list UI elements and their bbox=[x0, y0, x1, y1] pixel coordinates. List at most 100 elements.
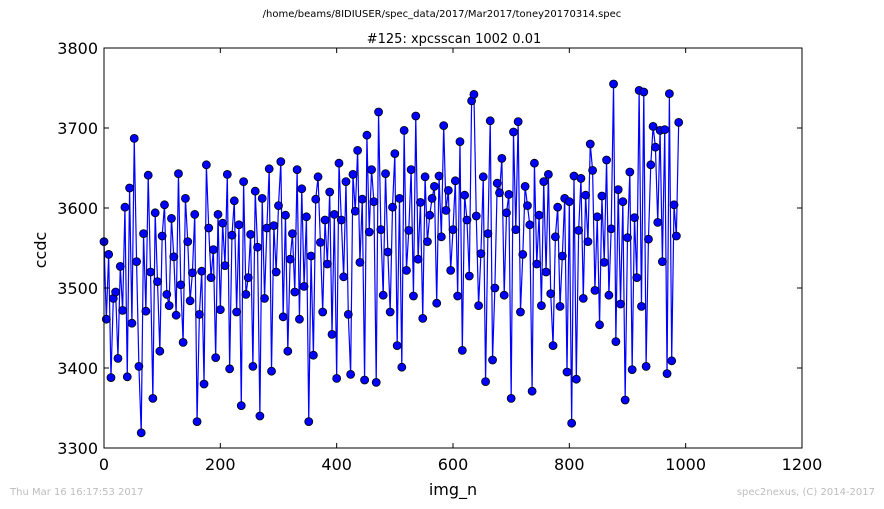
data-point bbox=[595, 320, 604, 330]
data-point bbox=[443, 185, 453, 195]
data-point bbox=[325, 187, 335, 197]
data-point bbox=[448, 225, 458, 235]
data-point bbox=[546, 289, 556, 299]
data-point bbox=[299, 281, 309, 291]
data-point bbox=[141, 306, 151, 316]
data-point bbox=[181, 193, 190, 203]
data-point bbox=[220, 261, 230, 271]
data-point bbox=[236, 401, 246, 411]
data-point bbox=[204, 223, 214, 233]
data-point bbox=[134, 361, 144, 371]
data-point bbox=[122, 372, 132, 382]
data-point bbox=[537, 301, 546, 311]
data-point bbox=[139, 229, 148, 239]
data-point bbox=[190, 209, 200, 219]
data-point bbox=[295, 314, 304, 324]
y-tick-label: 3800 bbox=[57, 39, 98, 58]
data-point bbox=[667, 356, 677, 366]
data-point bbox=[271, 267, 281, 277]
data-point bbox=[644, 234, 653, 244]
data-point bbox=[306, 251, 316, 261]
data-point bbox=[630, 213, 639, 223]
data-point bbox=[599, 257, 609, 267]
data-point bbox=[264, 164, 274, 174]
data-point bbox=[548, 341, 558, 351]
data-point bbox=[557, 251, 567, 261]
data-point bbox=[136, 428, 146, 438]
data-point bbox=[483, 229, 493, 239]
data-point bbox=[285, 254, 295, 264]
y-axis-label: ccdc bbox=[31, 232, 50, 269]
data-point bbox=[420, 172, 430, 182]
data-point bbox=[455, 137, 465, 147]
data-point bbox=[462, 215, 472, 225]
data-point bbox=[416, 197, 425, 207]
data-point bbox=[423, 237, 432, 247]
data-point bbox=[669, 200, 679, 210]
data-point bbox=[520, 181, 530, 191]
data-point bbox=[348, 169, 358, 179]
data-point bbox=[453, 291, 463, 301]
data-point bbox=[574, 225, 584, 235]
data-point bbox=[576, 173, 586, 183]
data-point bbox=[571, 374, 581, 384]
data-point bbox=[399, 125, 409, 135]
data-point bbox=[432, 298, 442, 308]
data-point bbox=[174, 169, 183, 179]
data-point bbox=[320, 215, 330, 225]
y-tick-label: 3600 bbox=[57, 199, 98, 218]
data-point bbox=[674, 118, 684, 127]
data-point bbox=[590, 285, 600, 295]
data-point bbox=[555, 301, 565, 311]
data-point bbox=[511, 225, 521, 235]
footer-timestamp: Thu Mar 16 16:17:53 2017 bbox=[10, 487, 144, 498]
data-point bbox=[232, 307, 242, 317]
data-point bbox=[304, 417, 314, 427]
data-point bbox=[592, 212, 602, 222]
data-point bbox=[350, 206, 360, 216]
data-point bbox=[150, 208, 160, 218]
data-point bbox=[222, 169, 232, 179]
data-point bbox=[164, 301, 174, 311]
data-point bbox=[111, 287, 121, 297]
x-tick-label: 800 bbox=[554, 455, 585, 474]
data-point bbox=[329, 209, 339, 219]
data-point bbox=[281, 210, 290, 220]
data-point bbox=[662, 369, 672, 379]
data-point bbox=[578, 293, 588, 303]
axes-frame bbox=[103, 47, 803, 449]
data-point bbox=[197, 266, 207, 276]
data-point bbox=[188, 268, 197, 278]
data-point bbox=[213, 209, 223, 219]
data-point bbox=[274, 201, 283, 211]
y-tick-label: 3300 bbox=[57, 439, 98, 458]
data-point bbox=[183, 237, 193, 247]
data-point bbox=[143, 170, 153, 180]
data-point bbox=[671, 231, 681, 241]
data-point bbox=[450, 176, 460, 186]
data-point bbox=[234, 220, 244, 230]
data-point bbox=[492, 178, 502, 188]
data-point bbox=[543, 169, 553, 179]
data-point bbox=[357, 194, 367, 204]
data-point bbox=[208, 245, 218, 255]
data-point bbox=[476, 249, 486, 259]
data-point bbox=[385, 307, 395, 317]
data-point bbox=[532, 259, 542, 269]
data-point bbox=[288, 229, 297, 239]
data-point bbox=[313, 172, 323, 182]
data-point bbox=[378, 290, 388, 300]
data-point bbox=[129, 133, 139, 143]
data-point bbox=[585, 139, 595, 149]
data-point bbox=[201, 160, 211, 170]
data-point bbox=[504, 189, 514, 199]
data-point bbox=[169, 252, 179, 262]
data-point bbox=[553, 202, 563, 212]
data-point bbox=[613, 185, 623, 195]
data-point bbox=[381, 169, 390, 179]
x-tick-label: 200 bbox=[205, 455, 236, 474]
data-point bbox=[225, 364, 235, 374]
data-point bbox=[248, 361, 258, 371]
data-point bbox=[564, 197, 574, 207]
plot-area bbox=[99, 79, 684, 438]
